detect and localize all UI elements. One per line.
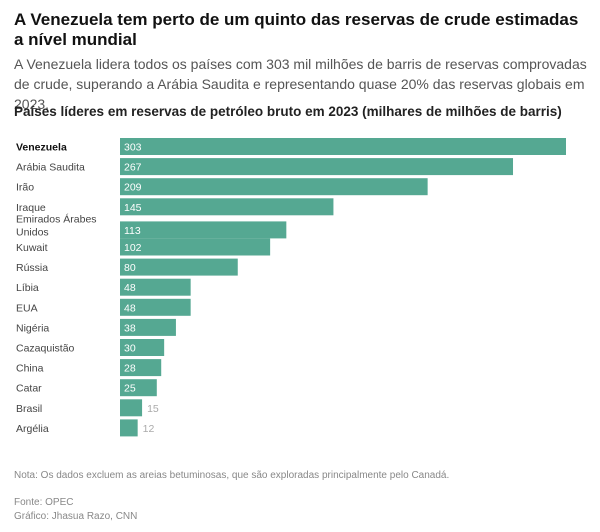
- bar: [120, 359, 162, 377]
- category-label: Iraque: [16, 202, 46, 214]
- bar-chart: Venezuela 303 Arábia Saudita 267 Irão 209 Iraq…: [16, 138, 566, 437]
- bar: [120, 238, 271, 256]
- category-label: Catar: [16, 383, 42, 395]
- bar-row: Iraque 145: [16, 198, 334, 216]
- bar: [120, 379, 157, 397]
- category-label: Unidos: [16, 226, 49, 238]
- category-label: EUA: [16, 302, 38, 314]
- value-label: 303: [124, 142, 142, 154]
- bar-row: Venezuela 303: [16, 138, 566, 155]
- chart-credit: Gráfico: Jhasua Razo, CNN: [14, 511, 138, 522]
- value-label: 267: [124, 162, 142, 174]
- bar: [120, 278, 191, 296]
- bar-row: Argélia 12: [16, 419, 155, 437]
- bar: [120, 138, 566, 155]
- category-label: Kuwait: [16, 242, 48, 254]
- bar-row: EUA 48: [16, 298, 191, 316]
- value-label: 25: [124, 383, 136, 395]
- category-label: China: [16, 363, 44, 375]
- bar: [120, 419, 138, 437]
- bar: [120, 318, 176, 336]
- category-label: Rússia: [16, 262, 48, 274]
- category-label: Arábia Saudita: [16, 162, 85, 174]
- chart-title: Países líderes em reservas de petróleo b…: [14, 104, 562, 119]
- chart-source: Fonte: OPEC: [14, 497, 74, 508]
- category-label: Venezuela: [16, 142, 67, 154]
- bar: [120, 399, 143, 417]
- category-label: Cazaquistão: [16, 343, 75, 355]
- bar: [120, 258, 238, 276]
- category-label: Irão: [16, 182, 34, 194]
- category-label: Brasil: [16, 403, 42, 415]
- headline: A Venezuela tem perto de um quinto das r…: [14, 10, 579, 49]
- bar-row: Cazaquistão 30: [16, 339, 165, 356]
- chart-note: Nota: Os dados excluem as areias betumin…: [14, 470, 450, 481]
- bar-row: Nigéria 38: [16, 318, 176, 336]
- value-label: 80: [124, 262, 136, 274]
- value-label: 48: [124, 302, 136, 314]
- bar-row: Arábia Saudita 267: [16, 158, 514, 176]
- bar-row: China 28: [16, 359, 162, 377]
- value-label: 113: [124, 225, 141, 237]
- category-label: Nigéria: [16, 322, 49, 334]
- bar: [120, 198, 334, 216]
- bar: [120, 158, 514, 176]
- value-label: 30: [124, 343, 136, 355]
- bar: [120, 221, 287, 239]
- bar-row: Rússia 80: [16, 258, 238, 276]
- value-label: 12: [143, 423, 155, 435]
- bar: [120, 298, 191, 316]
- bar-row: Líbia 48: [16, 278, 191, 296]
- value-label: 48: [124, 282, 136, 294]
- value-label: 15: [147, 403, 159, 415]
- value-label: 102: [124, 242, 142, 254]
- category-label: Emirados Árabes: [16, 212, 97, 225]
- value-label: 38: [124, 322, 136, 334]
- bar: [120, 178, 428, 196]
- value-label: 209: [124, 182, 142, 194]
- subheadline: A Venezuela lidera todos os países com 3…: [14, 56, 587, 112]
- bar: [120, 339, 165, 356]
- bar-row: Catar 25: [16, 379, 157, 397]
- bar-row: Irão 209: [16, 178, 428, 196]
- bar-row: Kuwait 102: [16, 238, 271, 256]
- value-label: 28: [124, 363, 136, 375]
- category-label: Argélia: [16, 423, 49, 435]
- value-label: 145: [124, 202, 142, 214]
- bar-row: Brasil 15: [16, 399, 159, 417]
- category-label: Líbia: [16, 282, 39, 294]
